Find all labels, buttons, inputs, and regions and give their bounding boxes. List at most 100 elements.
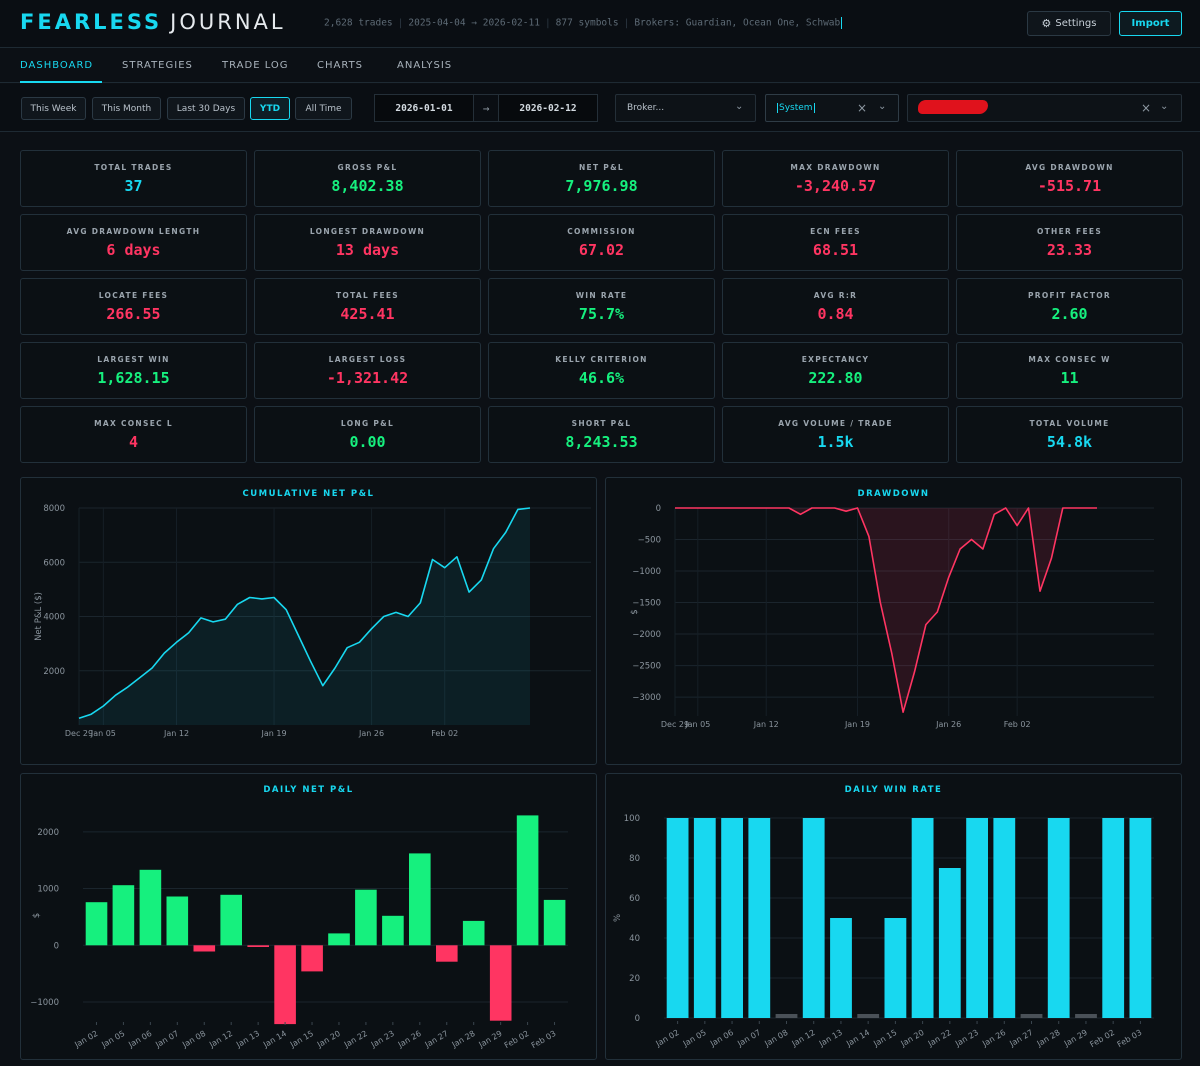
bar xyxy=(516,815,539,946)
chart-cumulative-net-pnl: CUMULATIVE NET P&L 2000 4000 6000 8000 Dec 2… xyxy=(20,477,597,765)
settings-button[interactable]: ⚙ Settings xyxy=(1027,11,1111,36)
chart-daily-net-pnl: DAILY NET P&L 2000 1000 0 −1000 $ Jan 02 Jan 0… xyxy=(20,773,597,1060)
metric-label: AVG R:R xyxy=(813,291,858,300)
metric-value: 1,628.15 xyxy=(97,369,170,387)
bar xyxy=(355,889,377,946)
y-tick-label: 1000 xyxy=(37,885,59,895)
metric-value: 7,976.98 xyxy=(565,177,638,195)
broker-select-placeholder: Broker... xyxy=(627,103,665,113)
series-line xyxy=(78,507,531,719)
date-to-input[interactable]: 2026-02-12 xyxy=(498,94,598,122)
x-tick-label: Jan 06 xyxy=(708,1028,735,1049)
x-tick-label: Jan 13 xyxy=(817,1028,844,1049)
metric-card: PROFIT FACTOR 2.60 xyxy=(956,278,1183,335)
broker-select[interactable]: Broker... ⌄ xyxy=(615,94,756,122)
dataset-summary: 2,628 trades | 2025-04-04 → 2026-02-11 | 877… xyxy=(324,17,843,29)
y-tick-label: 2000 xyxy=(37,828,59,838)
y-tick-label: 20 xyxy=(629,974,640,984)
x-tick-label: Jan 27 xyxy=(1007,1028,1034,1049)
x-tick-label: Jan 22 xyxy=(342,1029,369,1050)
bar xyxy=(112,885,135,946)
x-tick-label: Jan 05 xyxy=(90,729,116,738)
range-this-month-button[interactable]: This Month xyxy=(92,97,161,120)
clear-system-icon[interactable]: × xyxy=(857,101,868,115)
metric-card: AVG VOLUME / TRADE 1.5k xyxy=(722,406,949,463)
x-tick-label: Jan 14 xyxy=(261,1029,288,1050)
y-axis-label: $ xyxy=(630,609,640,614)
account-select[interactable]: × ⌄ xyxy=(907,94,1182,122)
broker-summary: Brokers: Guardian, Ocean One, Schwab xyxy=(634,17,841,29)
bar xyxy=(301,945,323,972)
tab-strategies[interactable]: STRATEGIES xyxy=(122,60,193,71)
y-tick-label: 0 xyxy=(656,504,661,514)
metric-value: 6 days xyxy=(106,241,161,259)
bar xyxy=(436,945,458,962)
tab-analysis[interactable]: ANALYSIS xyxy=(397,60,453,71)
metric-label: LOCATE FEES xyxy=(98,291,169,300)
bar xyxy=(543,899,566,946)
trade-count: 2,628 trades xyxy=(324,17,393,29)
tab-trade-log[interactable]: TRADE LOG xyxy=(222,60,289,71)
range-this-week-button[interactable]: This Week xyxy=(21,97,86,120)
y-axis-label: % xyxy=(613,914,623,922)
range-last-30-days-button[interactable]: Last 30 Days xyxy=(167,97,245,120)
tab-charts[interactable]: CHARTS xyxy=(317,60,364,71)
chart-title: DRAWDOWN xyxy=(857,489,930,499)
clear-account-icon[interactable]: × xyxy=(1141,101,1152,115)
x-tick-label: Jan 07 xyxy=(153,1029,180,1050)
metric-value: 37 xyxy=(124,177,143,195)
x-tick-label: Jan 13 xyxy=(234,1029,261,1050)
x-tick-label: Jan 23 xyxy=(369,1029,396,1050)
x-tick-label: Jan 06 xyxy=(126,1029,153,1050)
y-tick-label: 8000 xyxy=(43,504,65,514)
metric-card: TOTAL TRADES 37 xyxy=(20,150,247,207)
system-select[interactable]: System × ⌄ xyxy=(765,94,899,122)
metric-label: MAX CONSEC W xyxy=(1028,355,1111,364)
metric-label: GROSS P&L xyxy=(337,163,398,172)
main-nav: DASHBOARD STRATEGIES TRADE LOG CHARTS AN… xyxy=(0,49,1200,83)
import-button[interactable]: Import xyxy=(1119,11,1182,36)
date-from-input[interactable]: 2026-01-01 xyxy=(374,94,474,122)
bar xyxy=(911,818,934,1018)
filter-bar: This Week This Month Last 30 Days YTD Al… xyxy=(0,84,1200,132)
metric-value: 68.51 xyxy=(812,241,859,259)
bar xyxy=(166,896,189,946)
metric-card: ECN FEES 68.51 xyxy=(722,214,949,271)
x-tick-label: Jan 07 xyxy=(735,1028,762,1049)
y-tick-label: 100 xyxy=(624,814,640,824)
metric-value: 425.41 xyxy=(340,305,395,323)
x-tick-label: Jan 19 xyxy=(844,720,870,729)
chart-drawdown: DRAWDOWN 0 −500 −1000 −1500 −2000 −2500 −3000 D… xyxy=(605,477,1182,765)
range-all-time-button[interactable]: All Time xyxy=(295,97,352,120)
metric-value: 8,402.38 xyxy=(331,177,404,195)
x-tick-label: Jan 02 xyxy=(72,1029,99,1050)
bar xyxy=(693,818,716,1018)
x-tick-label: Jan 27 xyxy=(423,1029,450,1050)
metric-value: 0.84 xyxy=(817,305,854,323)
metric-label: OTHER FEES xyxy=(1036,227,1103,236)
app-logo[interactable]: FEARLESS JOURNAL xyxy=(20,10,286,34)
bar xyxy=(1075,1014,1097,1018)
symbol-count: 877 symbols xyxy=(555,17,619,29)
series-line xyxy=(675,507,1097,713)
range-ytd-button[interactable]: YTD xyxy=(250,97,290,120)
tab-dashboard[interactable]: DASHBOARD xyxy=(20,49,102,83)
logo-secondary: JOURNAL xyxy=(170,10,286,34)
series-area xyxy=(79,508,530,725)
x-tick-label: Jan 02 xyxy=(654,1028,681,1049)
y-tick-label: 0 xyxy=(635,1014,640,1024)
x-tick-label: Feb 02 xyxy=(1004,720,1031,729)
bar xyxy=(193,945,216,952)
chevron-down-icon[interactable]: ⌄ xyxy=(878,101,887,112)
metric-value: 0.00 xyxy=(349,433,386,451)
x-tick-label: Jan 26 xyxy=(358,729,384,738)
bar xyxy=(802,818,825,1018)
text-cursor xyxy=(841,17,843,29)
x-tick-label: Feb 03 xyxy=(530,1029,558,1050)
metric-card: MAX CONSEC L 4 xyxy=(20,406,247,463)
bar xyxy=(247,945,269,947)
chevron-down-icon[interactable]: ⌄ xyxy=(1160,101,1169,112)
bar xyxy=(1129,818,1152,1018)
top-header: FEARLESS JOURNAL 2,628 trades | 2025-04-04 … xyxy=(0,0,1200,48)
